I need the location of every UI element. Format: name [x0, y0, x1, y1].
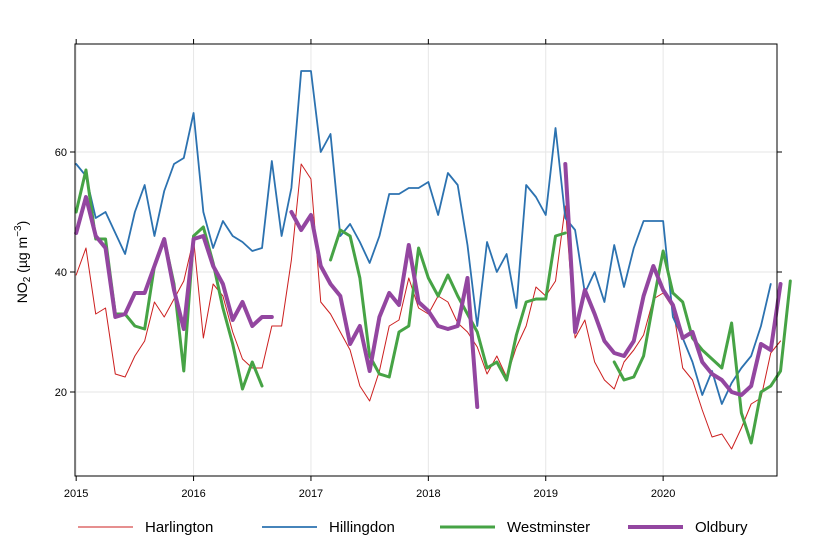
ylabel-main: NO: [14, 282, 30, 303]
legend-label-harlington: Harlington: [145, 519, 213, 536]
x-tick-label: 2015: [64, 488, 88, 500]
series-westminster: [74, 168, 792, 445]
series-line-segment: [329, 228, 567, 382]
series-hillingdon: [75, 70, 772, 405]
y-tick-label: 40: [55, 267, 67, 279]
series-line-segment: [74, 168, 264, 391]
series-layer: [74, 70, 792, 450]
series-line-segment: [289, 210, 480, 409]
y-tick-label: 60: [55, 147, 67, 159]
x-tick-label: 2017: [299, 488, 323, 500]
ylabel-superscript: −3: [13, 225, 24, 237]
series-oldbury: [74, 162, 783, 409]
series-line-segment: [563, 162, 783, 397]
y-axis-label: NO2 (µg m−3): [13, 221, 33, 304]
ylabel-unit-close: ): [14, 221, 30, 226]
x-tick-label: 2019: [533, 488, 557, 500]
series-line-segment: [74, 195, 274, 331]
ylabel-unit: (µg m: [14, 237, 30, 277]
x-tick-label: 2018: [416, 488, 440, 500]
series-line-segment: [612, 249, 792, 445]
x-tick-label: 2016: [181, 488, 205, 500]
plot-frame: [74, 43, 778, 477]
ylabel-subscript: 2: [22, 276, 33, 282]
series-line-segment: [75, 70, 772, 405]
legend-label-westminster: Westminster: [507, 519, 590, 536]
y-tick-label: 20: [55, 387, 67, 399]
x-tick-label: 2020: [651, 488, 675, 500]
grid-lines: [75, 44, 777, 476]
legend-label-oldbury: Oldbury: [695, 519, 748, 536]
legend: Harlington Hillingdon Westminster Oldbury: [78, 519, 748, 536]
legend-label-hillingdon: Hillingdon: [329, 519, 395, 536]
